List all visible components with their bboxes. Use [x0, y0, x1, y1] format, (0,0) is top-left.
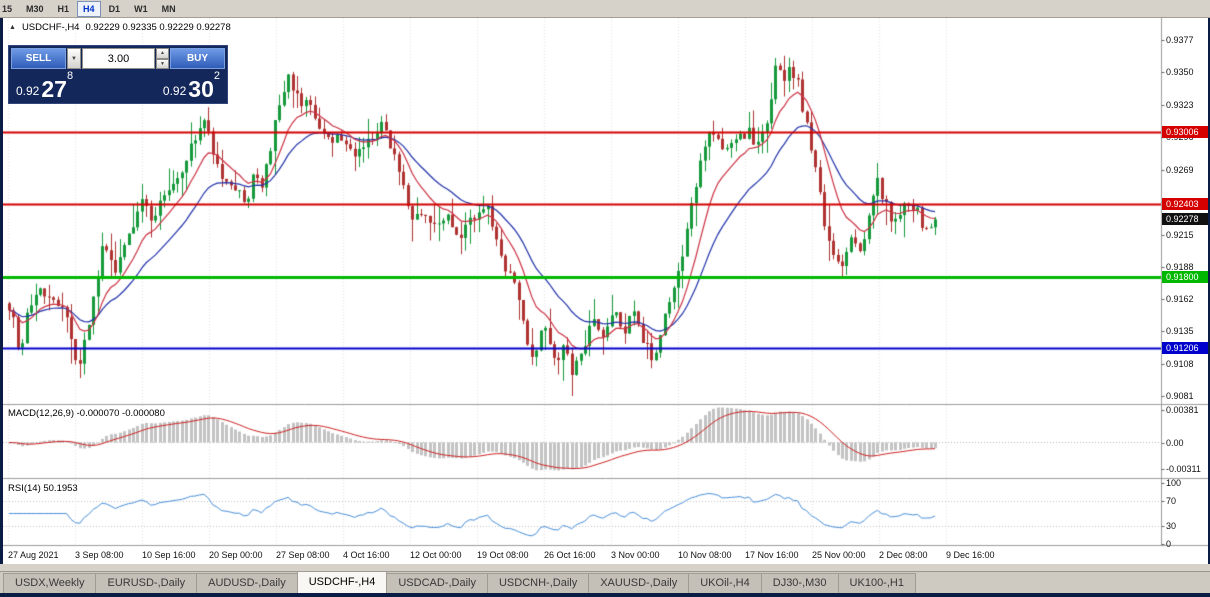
bid-price-pips: 27 [41, 76, 67, 102]
tab-ukoil-h4[interactable]: UKOil-,H4 [688, 573, 762, 593]
tab-usdcnh-daily[interactable]: USDCNH-,Daily [486, 573, 590, 593]
symbol-label: USDCHF-,H4 [21, 22, 80, 33]
ohlc-values: 0.92229 0.92335 0.92229 0.92278 [85, 22, 231, 33]
time-axis-label: 26 Oct 16:00 [544, 550, 596, 560]
tab-eurusd-daily[interactable]: EURUSD-,Daily [95, 573, 198, 593]
buy-button[interactable]: BUY [170, 48, 225, 69]
price-tick-label: 0.9377 [1166, 35, 1194, 45]
chart-area: ▲ USDCHF-,H4 0.92229 0.92335 0.92229 0.9… [3, 18, 1208, 564]
time-axis-label: 4 Oct 16:00 [343, 550, 390, 560]
price-chart-canvas[interactable] [3, 18, 1208, 564]
chevron-up-icon: ▲ [160, 50, 165, 57]
time-axis-label: 19 Oct 08:00 [477, 550, 529, 560]
tab-audusd-daily[interactable]: AUDUSD-,Daily [196, 573, 298, 593]
time-axis-label: 17 Nov 16:00 [745, 550, 799, 560]
ask-price-pips: 30 [188, 76, 214, 102]
lot-size-input[interactable]: 3.00 [82, 48, 155, 69]
lot-dropdown-button[interactable]: ▼ [67, 48, 81, 69]
time-axis-label: 25 Nov 00:00 [812, 550, 866, 560]
ask-price-fraction: 2 [213, 70, 220, 82]
time-axis-label: 2 Dec 08:00 [879, 550, 928, 560]
time-axis-label: 9 Dec 16:00 [946, 550, 995, 560]
tab-uk100-h1[interactable]: UK100-,H1 [837, 573, 916, 593]
bid-price-fraction: 8 [66, 70, 74, 82]
time-axis-label: 27 Sep 08:00 [276, 550, 330, 560]
timeframe-button-h4[interactable]: H4 [77, 0, 101, 17]
lot-decrease-button[interactable]: ▼ [156, 58, 169, 69]
price-tick-label: 0.9323 [1166, 99, 1194, 110]
price-tick-label: 0.9269 [1166, 164, 1194, 175]
rsi-tick-label: 70 [1166, 496, 1177, 507]
price-tick-label: 0.9135 [1166, 326, 1194, 337]
macd-tick-label: 0.00 [1166, 437, 1184, 448]
level-price-tag: 0.91800 [1162, 270, 1208, 283]
time-axis-label: 12 Oct 00:00 [410, 550, 462, 560]
price-tick-label: 0.9215 [1166, 229, 1194, 240]
chevron-down-icon: ▼ [160, 60, 165, 67]
timeframe-button-mn[interactable]: MN [161, 3, 176, 14]
price-axis: 0.93770.93500.93230.92960.92690.92420.92… [3, 18, 1208, 564]
price-tick-label: 0.9108 [1166, 358, 1194, 369]
lot-spinner: ▲ ▼ [156, 48, 169, 69]
tab-xauusd-daily[interactable]: XAUUSD-,Daily [588, 573, 690, 593]
level-price-tag: 0.92403 [1162, 198, 1208, 211]
macd-label: MACD(12,26,9) -0.000070 -0.000080 [8, 408, 165, 419]
one-click-trade-panel: SELL ▼ 3.00 ▲ ▼ BUY 0.92 27 8 0.92 30 [8, 45, 228, 104]
rsi-tick-label: 0 [1166, 539, 1172, 549]
chevron-down-icon: ▼ [71, 55, 77, 62]
timeframe-button-m30[interactable]: M30 [26, 3, 44, 14]
tab-usdx-weekly[interactable]: USDX,Weekly [3, 573, 97, 593]
lot-increase-button[interactable]: ▲ [156, 48, 169, 59]
tab-dj30-m30[interactable]: DJ30-,M30 [760, 573, 839, 593]
rsi-tick-label: 30 [1166, 520, 1177, 531]
bottom-strip [0, 564, 1210, 571]
price-tick-label: 0.9162 [1166, 293, 1194, 304]
symbol-marker-icon: ▲ [9, 24, 16, 31]
timeframe-button-d1[interactable]: D1 [108, 3, 121, 14]
tab-usdchf-h4[interactable]: USDCHF-,H4 [296, 571, 388, 593]
level-price-tag: 0.93006 [1162, 125, 1208, 138]
macd-tick-label: -0.00311 [1166, 464, 1201, 475]
ask-price-base: 0.92 [162, 84, 187, 98]
bid-price: 0.92 27 8 [16, 69, 73, 101]
timeframe-button-h1[interactable]: H1 [57, 3, 70, 14]
time-axis-label: 10 Nov 08:00 [678, 550, 732, 560]
time-axis-label: 3 Sep 08:00 [75, 550, 124, 560]
bid-price-base: 0.92 [16, 84, 40, 98]
time-axis-label: 10 Sep 16:00 [142, 550, 196, 560]
tab-usdcad-daily[interactable]: USDCAD-,Daily [386, 573, 488, 593]
macd-tick-label: 0.00381 [1166, 404, 1199, 415]
rsi-tick-label: 100 [1166, 478, 1182, 488]
timeframe-toolbar: 15 M30 H1 H4 D1 W1 MN [0, 0, 1210, 18]
price-tick-label: 0.9188 [1166, 262, 1194, 273]
time-axis: 27 Aug 2021 3 Sep 08:00 10 Sep 16:00 20 Sep… [3, 546, 1208, 564]
time-axis-label: 20 Sep 00:00 [209, 550, 263, 560]
ask-price: 0.92 30 2 [163, 69, 220, 101]
trade-controls-row: SELL ▼ 3.00 ▲ ▼ BUY [9, 46, 227, 69]
chart-tab-bar: USDX,Weekly EURUSD-,Daily AUDUSD-,Daily USD… [0, 571, 1210, 593]
sell-button[interactable]: SELL [11, 48, 66, 69]
level-price-tag: 0.91206 [1162, 342, 1208, 355]
timeframe-button-w1[interactable]: W1 [134, 3, 148, 14]
price-tick-label: 0.9081 [1166, 391, 1194, 401]
price-tick-label: 0.9350 [1166, 67, 1194, 78]
rsi-label: RSI(14) 50.1953 [8, 483, 78, 494]
trade-prices-row: 0.92 27 8 0.92 30 2 [9, 69, 227, 103]
timeframe-button-15[interactable]: 15 [2, 3, 13, 14]
time-axis-label: 3 Nov 00:00 [611, 550, 660, 560]
current-price-tag: 0.92278 [1162, 213, 1208, 226]
time-axis-label: 27 Aug 2021 [8, 550, 59, 560]
chart-header: ▲ USDCHF-,H4 0.92229 0.92335 0.92229 0.9… [9, 22, 231, 33]
